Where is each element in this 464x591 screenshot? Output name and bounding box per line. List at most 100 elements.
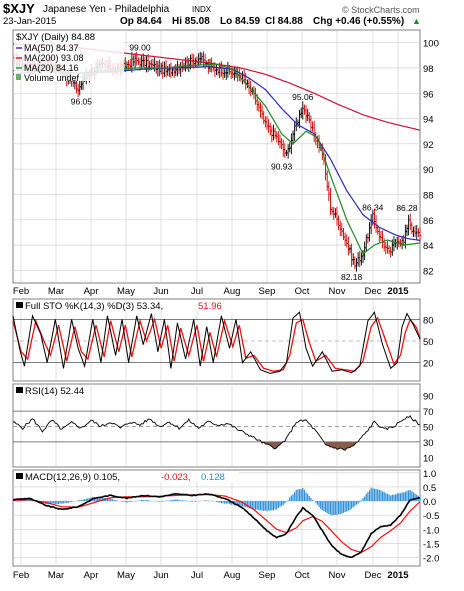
- macd-hist-bar: [385, 493, 386, 501]
- macd-hist-bar: [112, 499, 113, 501]
- price-month-label: Feb: [13, 286, 29, 297]
- macd-hist-bar: [271, 501, 272, 510]
- macd-hist-bar: [364, 497, 365, 501]
- price-annotation: 86.28: [396, 203, 418, 213]
- macd-month-label: Sep: [259, 570, 276, 581]
- macd-hist-bar: [79, 500, 80, 501]
- macd-hist-bar: [341, 501, 342, 513]
- macd-hist-bar: [387, 494, 388, 501]
- macd-hist-bar: [227, 501, 228, 503]
- macd-hist-bar: [61, 501, 62, 504]
- macd-hist-bar: [318, 501, 319, 507]
- macd-tick-label: -1.0: [423, 525, 439, 536]
- macd-hist-bar: [78, 500, 79, 501]
- macd-hist-bar: [283, 501, 284, 505]
- macd-hist-bar: [255, 501, 256, 510]
- macd-month-label: Jul: [191, 570, 203, 581]
- macd-month-label: Oct: [295, 570, 310, 581]
- price-tick-label: 98: [423, 64, 434, 75]
- macd-tick-label: 0.0: [423, 497, 436, 508]
- macd-hist-bar: [384, 492, 385, 501]
- macd-hist-bar: [260, 501, 261, 510]
- price-tick-label: 90: [423, 165, 434, 176]
- macd-hist-bar: [183, 500, 184, 501]
- macd-hist-bar: [141, 500, 142, 501]
- macd-hist-bar: [345, 501, 346, 512]
- macd-hist-bar: [288, 500, 289, 501]
- macd-hist-bar: [278, 501, 279, 508]
- instrument-name: Japanese Yen - Philadelphia: [43, 4, 170, 15]
- macd-hist-bar: [289, 498, 290, 502]
- macd-hist-bar: [354, 501, 355, 506]
- macd-hist-bar: [284, 501, 285, 503]
- macd-hist-bar: [297, 489, 298, 501]
- macd-hist-bar: [110, 499, 111, 502]
- macd-hist-bar: [362, 498, 363, 501]
- macd-hist-bar: [371, 488, 372, 501]
- price-month-label: Jun: [153, 286, 168, 297]
- macd-hist-bar: [128, 501, 129, 502]
- macd-tick-label: 0.5: [423, 483, 436, 494]
- macd-hist-bar: [216, 501, 217, 502]
- price-month-label: Dec: [365, 286, 382, 297]
- macd-hist-bar: [261, 501, 262, 510]
- macd-hist-bar: [257, 501, 258, 509]
- macd-hist-bar: [322, 501, 323, 510]
- macd-tick-label: -2.0: [423, 554, 439, 565]
- macd-hist-bar: [361, 500, 362, 501]
- macd-hist-bar: [338, 501, 339, 514]
- macd-hist-bar: [82, 500, 83, 501]
- macd-hist-bar: [377, 489, 378, 501]
- macd-hist-bar: [299, 489, 300, 501]
- macd-hist-bar: [296, 490, 297, 501]
- macd-hist-bar: [340, 501, 341, 514]
- rsi-tick-label: 90: [423, 392, 434, 403]
- price-tick-label: 86: [423, 216, 434, 227]
- price-month-label: Nov: [329, 286, 346, 297]
- macd-hist-bar: [226, 501, 227, 504]
- macd-hist-bar: [224, 501, 225, 504]
- macd-hist-bar: [205, 500, 206, 501]
- macd-hist-bar: [221, 501, 222, 503]
- macd-hist-bar: [390, 496, 391, 501]
- macd-hist-bar: [69, 501, 70, 502]
- macd-hist-bar: [374, 489, 375, 501]
- rsi-title: RSI(14) 52.44: [25, 386, 84, 397]
- macd-hist-bar: [330, 501, 331, 515]
- price-tick-label: 82: [423, 266, 434, 277]
- macd-hist-bar: [253, 501, 254, 510]
- price-month-label: Sep: [259, 286, 276, 297]
- macd-hist-bar: [323, 501, 324, 511]
- price-tick-label: 96: [423, 89, 434, 100]
- macd-hist-bar: [175, 499, 176, 501]
- macd-hist-bar: [349, 501, 350, 510]
- macd-hist-bar: [315, 501, 316, 503]
- price-tick-label: 100: [423, 39, 439, 50]
- macd-hist-bar: [372, 488, 373, 501]
- macd-hist-bar: [64, 501, 65, 503]
- macd-hist-bar: [195, 501, 196, 502]
- macd-hist-bar: [174, 500, 175, 501]
- macd-hist-bar: [327, 501, 328, 513]
- macd-title: MACD(12,26,9) 0.105,: [25, 472, 120, 483]
- price-month-label: Aug: [224, 286, 241, 297]
- macd-hist-bar: [121, 501, 122, 502]
- symbol-title: $XJY: [3, 1, 35, 16]
- price-month-label: 2015: [387, 286, 409, 297]
- macd-hist-bar: [291, 496, 292, 501]
- macd-hist-bar: [380, 490, 381, 501]
- macd-hist-bar: [162, 501, 163, 502]
- macd-hist-bar: [343, 501, 344, 513]
- macd-hist-bar: [335, 501, 336, 515]
- rsi-tick-label: 30: [423, 438, 434, 449]
- macd-hist-bar: [258, 501, 259, 510]
- macd-hist-bar: [58, 501, 59, 504]
- macd-signal-value: -0.023,: [161, 472, 191, 483]
- macd-hist-bar: [401, 492, 402, 501]
- macd-hist-bar: [351, 501, 352, 509]
- macd-hist-bar: [169, 500, 170, 501]
